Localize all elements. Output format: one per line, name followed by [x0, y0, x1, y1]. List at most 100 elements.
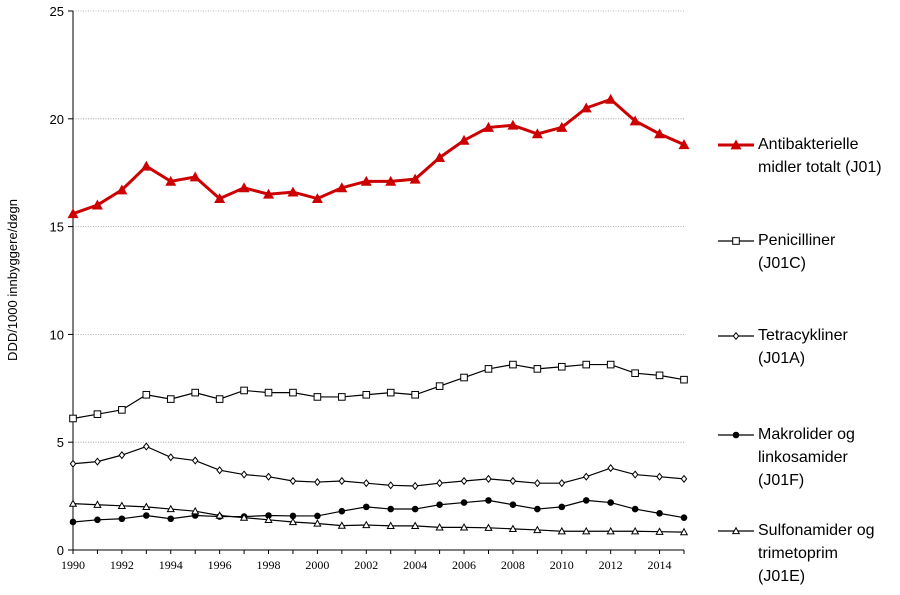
data-point: [484, 523, 493, 531]
legend-label-line: linkosamider: [758, 449, 848, 466]
data-point: [631, 369, 639, 378]
data-point: [338, 393, 346, 401]
legend-label-line: (J01E): [758, 568, 806, 585]
data-point: [629, 115, 641, 126]
data-point: [118, 451, 126, 460]
data-point: [289, 476, 297, 486]
data-point: [362, 479, 370, 488]
data-point: [362, 503, 370, 511]
x-tick-label: 2012: [599, 558, 623, 572]
x-tick-label: 1994: [159, 558, 183, 572]
data-point: [313, 393, 322, 401]
data-point: [507, 119, 519, 130]
x-tick-label: 1990: [61, 558, 85, 572]
legend-label: Sulfonamider og trimetoprim (J01E): [758, 519, 875, 588]
data-point: [485, 474, 492, 483]
data-point: [386, 388, 395, 397]
x-tick-label: 1992: [110, 558, 134, 572]
data-point: [289, 512, 297, 520]
data-point: [656, 510, 663, 517]
data-point: [142, 502, 151, 511]
legend-label: Antibakterielle midler totalt (J01): [758, 133, 882, 179]
data-point: [238, 182, 250, 193]
x-tick-label: 1998: [257, 558, 281, 572]
series-line: [72, 503, 685, 533]
data-point: [265, 472, 272, 481]
data-point: [142, 390, 151, 399]
data-point: [387, 481, 395, 490]
data-point: [385, 175, 397, 186]
data-point: [166, 504, 175, 513]
x-tick-label: 2010: [550, 558, 574, 572]
data-point: [655, 371, 664, 380]
x-tick-label: 2002: [354, 558, 378, 572]
data-point: [558, 503, 566, 511]
data-point: [680, 375, 688, 384]
data-point: [436, 479, 443, 488]
data-point: [509, 501, 517, 509]
data-point: [191, 506, 200, 515]
data-point: [143, 442, 150, 451]
legend-label: Penicilliner (J01C): [758, 229, 835, 275]
series-line: [72, 97, 685, 216]
data-point: [140, 160, 152, 171]
data-point: [557, 526, 566, 535]
data-point: [167, 453, 175, 462]
legend-label-line: (J01F): [758, 472, 805, 489]
legend-label: Tetracykliner (J01A): [758, 324, 848, 370]
legend-label-line: Sulfonamider og: [758, 522, 875, 539]
data-point: [69, 459, 77, 468]
data-point: [732, 431, 740, 439]
y-tick-label: 25: [50, 4, 64, 19]
data-point: [534, 505, 541, 513]
legend-label-line: midler totalt (J01): [758, 159, 882, 176]
data-point: [606, 360, 615, 369]
data-point: [484, 365, 493, 373]
data-point: [732, 331, 740, 341]
data-point: [436, 501, 443, 509]
data-point: [435, 523, 444, 531]
data-point: [69, 414, 77, 423]
legend-label-line: Penicilliner: [758, 232, 836, 249]
data-point: [582, 360, 591, 369]
data-point: [460, 499, 468, 506]
data-point: [386, 521, 395, 529]
y-tick-label: 20: [50, 112, 64, 127]
data-point: [606, 526, 615, 535]
legend-label: Makrolider og linkosamider (J01F): [758, 423, 855, 492]
data-point: [287, 186, 299, 197]
series-4: [68, 499, 689, 536]
data-point: [411, 390, 419, 399]
data-point: [166, 395, 175, 403]
x-tick-label: 1996: [208, 558, 232, 572]
legend-label-line: Antibakterielle: [758, 136, 859, 153]
data-point: [314, 512, 321, 520]
data-point: [215, 395, 224, 403]
data-point: [214, 193, 226, 203]
legend-item: Sulfonamider og trimetoprim (J01E): [718, 519, 875, 588]
series-line: [72, 499, 685, 523]
data-point: [656, 472, 663, 481]
data-point: [240, 470, 248, 479]
data-point: [288, 517, 298, 526]
data-point: [67, 208, 79, 219]
data-point: [533, 525, 542, 534]
data-point: [215, 511, 224, 519]
data-point: [362, 390, 371, 399]
data-point: [509, 476, 517, 486]
data-point: [117, 501, 127, 509]
data-point: [311, 193, 323, 203]
data-point: [239, 513, 249, 521]
data-point: [93, 500, 102, 508]
legend-label-line: Tetracykliner: [758, 327, 848, 344]
data-point: [263, 188, 275, 199]
data-point: [93, 410, 102, 418]
series-line: [72, 363, 685, 420]
y-tick-label: 15: [50, 220, 64, 235]
data-point: [118, 406, 126, 414]
data-point: [94, 457, 101, 466]
y-tick-label: 0: [57, 543, 64, 558]
data-point: [68, 499, 78, 507]
legend-item: Penicilliner (J01C): [718, 229, 835, 275]
